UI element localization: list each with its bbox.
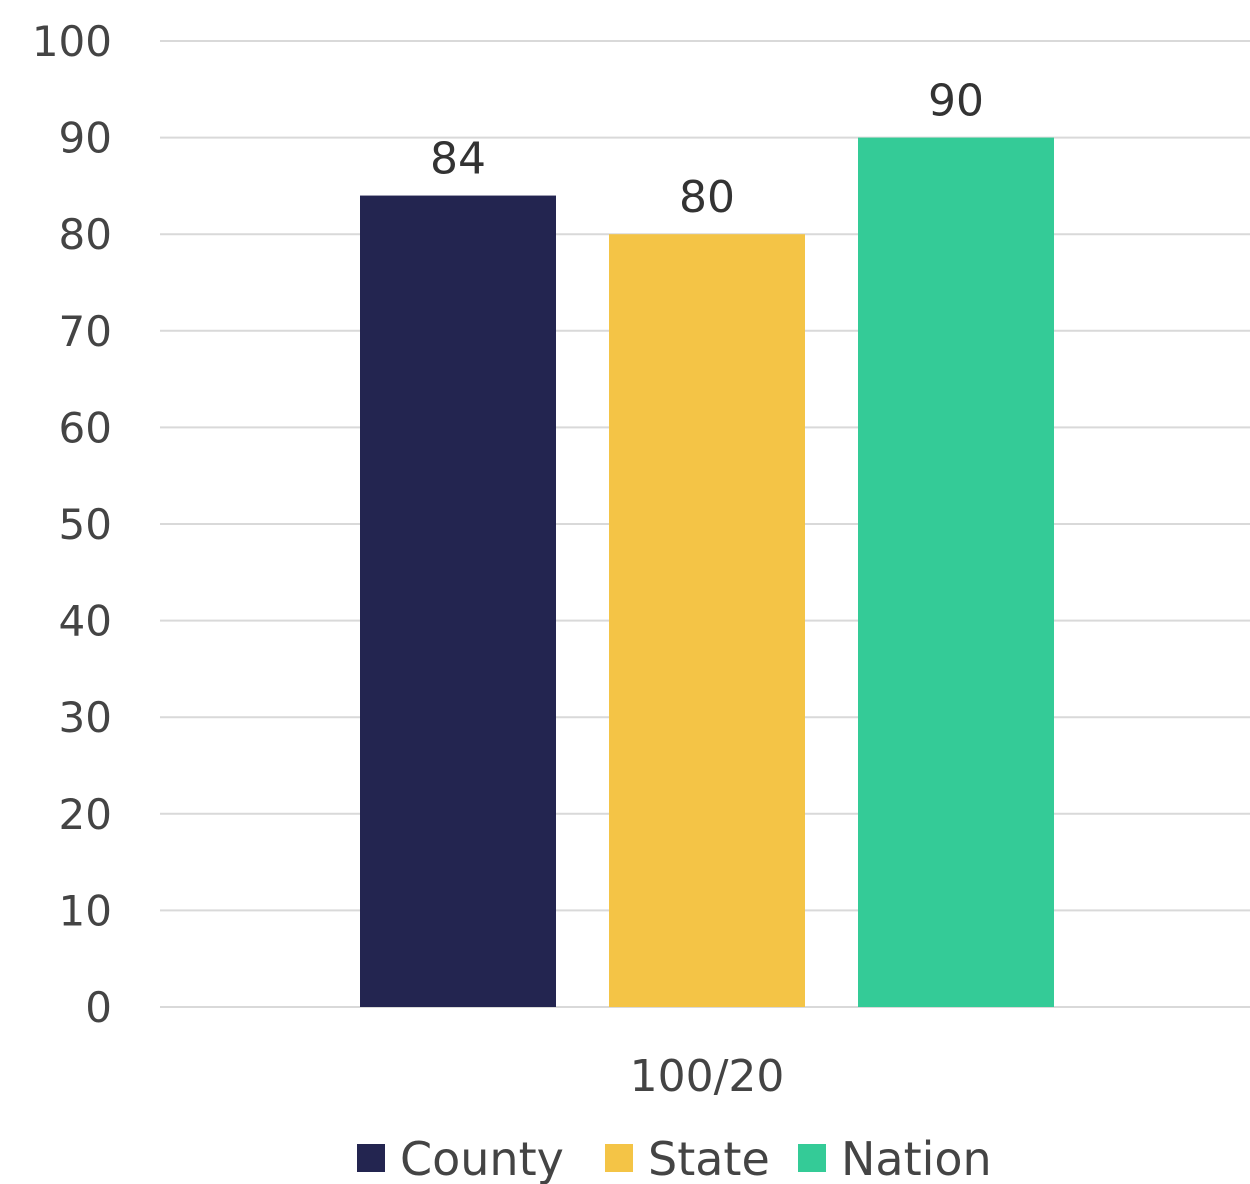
data-label: 90	[928, 76, 984, 127]
y-tick-label: 10	[59, 886, 112, 935]
x-category-label: 100/20	[630, 1051, 785, 1102]
y-tick-label: 30	[59, 693, 112, 742]
legend-swatch	[357, 1144, 385, 1172]
y-axis-ticks: 0 10 20 30 40 50 60 70 80 90 100	[32, 17, 112, 1032]
y-tick-label: 0	[85, 983, 112, 1032]
y-tick-label: 20	[59, 790, 112, 839]
legend-label: County	[400, 1132, 564, 1184]
bar-nation	[858, 137, 1054, 1008]
y-tick-label: 100	[32, 17, 112, 66]
y-tick-label: 50	[59, 500, 112, 549]
legend-swatch	[798, 1144, 826, 1172]
y-tick-label: 40	[59, 597, 112, 646]
legend-item-nation: Nation	[798, 1132, 992, 1184]
bar-state	[609, 234, 805, 1007]
y-tick-label: 90	[59, 114, 112, 163]
legend-item-county: County	[357, 1132, 564, 1184]
data-label: 80	[679, 172, 735, 223]
legend-label: Nation	[841, 1132, 992, 1184]
legend: County State Nation	[357, 1132, 992, 1184]
y-tick-label: 80	[59, 210, 112, 259]
bars	[360, 137, 1054, 1008]
legend-label: State	[648, 1132, 770, 1184]
y-tick-label: 60	[59, 403, 112, 452]
data-labels: 84 80 90	[430, 76, 984, 224]
legend-item-state: State	[605, 1132, 770, 1184]
y-tick-label: 70	[59, 307, 112, 356]
data-label: 84	[430, 134, 486, 185]
x-axis-categories: 100/20	[630, 1051, 785, 1102]
legend-swatch	[605, 1144, 633, 1172]
bar-county	[360, 195, 556, 1007]
